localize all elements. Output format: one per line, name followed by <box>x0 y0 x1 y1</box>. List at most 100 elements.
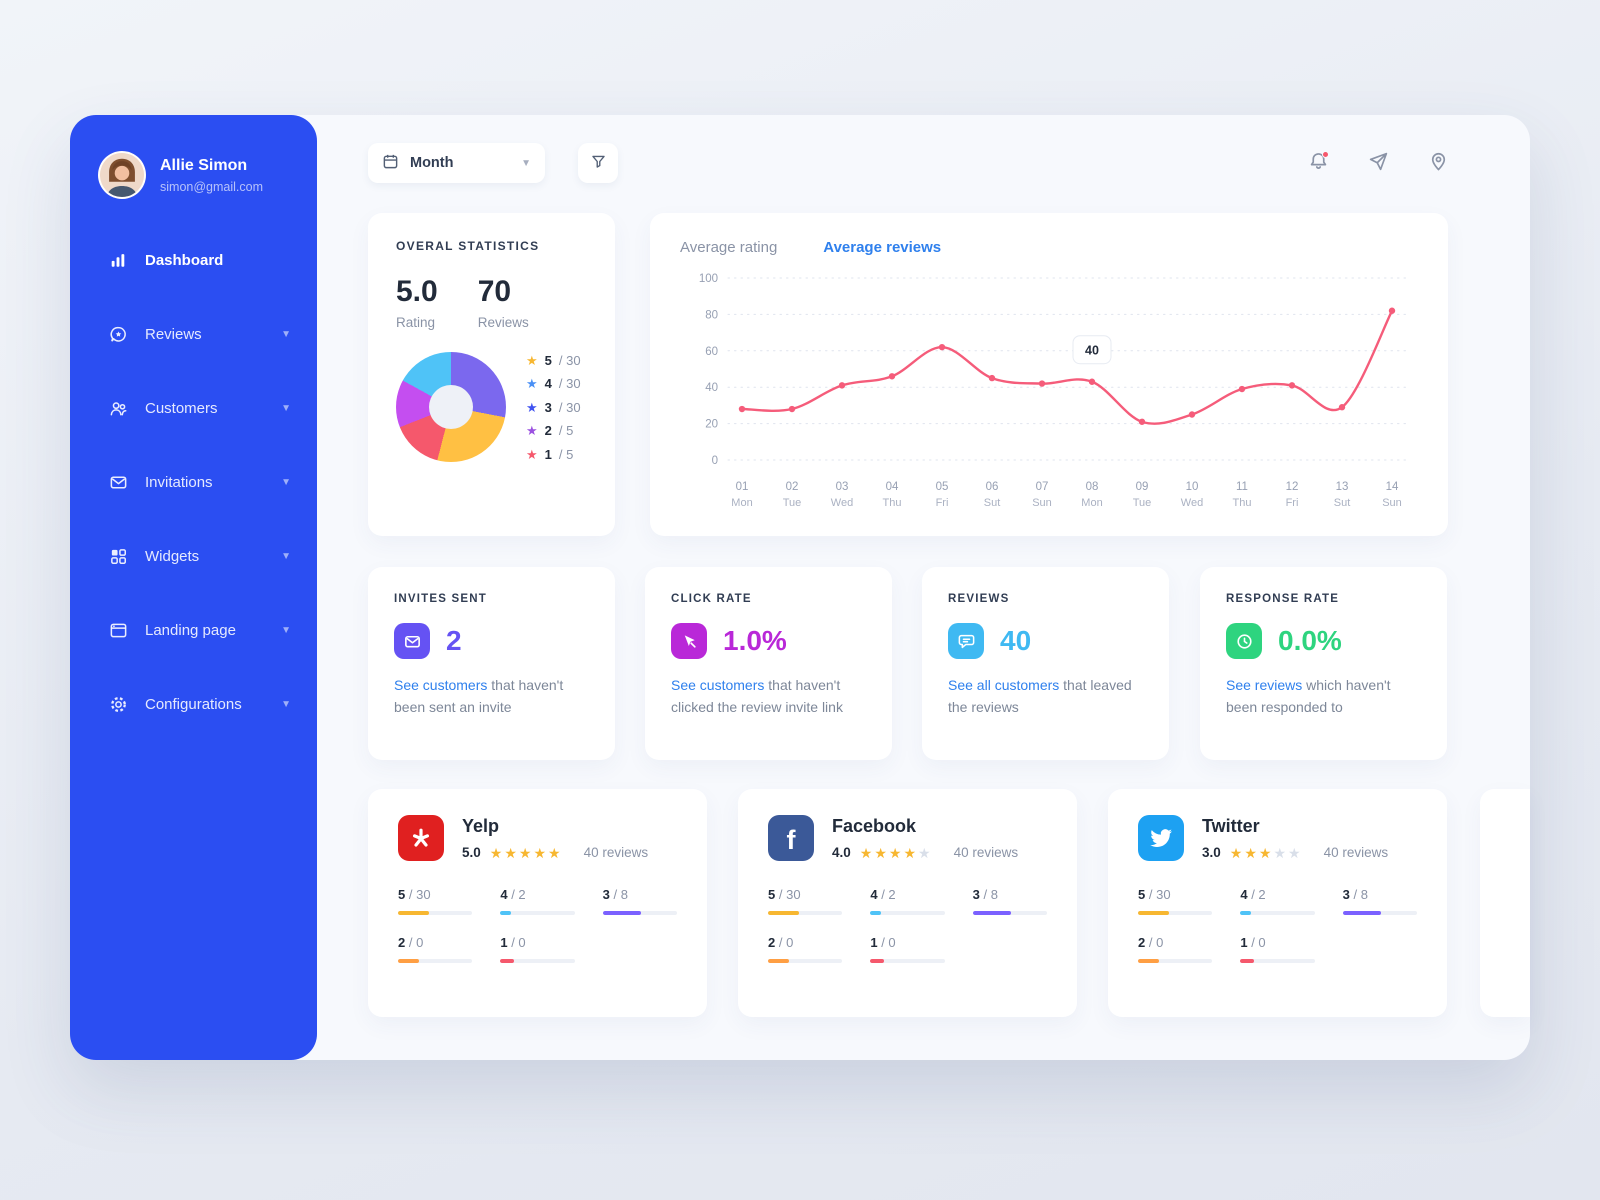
rating-bar: 5 / 30 <box>1138 887 1213 915</box>
rating-bar: 4 / 2 <box>1240 887 1315 915</box>
svg-text:Tue: Tue <box>783 497 802 509</box>
user-name: Allie Simon <box>160 156 248 174</box>
sidebar-item-landing-page[interactable]: Landing page ▼ <box>70 605 317 655</box>
rating-bar: 5 / 30 <box>398 887 473 915</box>
partial-platform-card <box>1480 789 1530 1017</box>
platform-rating: 5.0 <box>462 845 481 860</box>
svg-text:05: 05 <box>936 481 949 493</box>
user-email: simon@gmail.com <box>160 179 263 194</box>
twitter-card: Twitter 3.0 ★★★★★ 40 reviews 5 / 30 4 / … <box>1108 789 1447 1017</box>
invites-sent-card: INVITES SENT 2 See customers that haven'… <box>368 567 615 760</box>
card-description: See reviews which haven't been responded… <box>1226 677 1391 715</box>
yelp-card: Yelp 5.0 ★★★★★ 40 reviews 5 / 30 4 / 2 3… <box>368 789 707 1017</box>
bell-icon <box>1308 151 1329 175</box>
platform-rating: 3.0 <box>1202 845 1221 860</box>
svg-text:13: 13 <box>1336 481 1349 493</box>
notifications-button[interactable] <box>1306 151 1330 175</box>
rating-value: 5.0 <box>396 275 438 308</box>
card-description: See customers that haven't been sent an … <box>394 677 564 715</box>
send-button[interactable] <box>1366 151 1390 175</box>
legend-row: ★ 4/ 30 <box>526 376 581 391</box>
svg-text:20: 20 <box>705 419 718 431</box>
rating-legend: ★ 5/ 30 ★ 4/ 30 ★ 3/ 30 ★ 2/ 5 ★ 1/ 5 <box>526 353 581 462</box>
rating-stat: 5.0 Rating <box>396 275 438 330</box>
card-title: CLICK RATE <box>671 593 752 605</box>
tab-average-reviews[interactable]: Average reviews <box>823 239 942 256</box>
sidebar-item-invitations[interactable]: Invitations ▼ <box>70 457 317 507</box>
rating-bar: 2 / 0 <box>1138 935 1213 963</box>
svg-text:Sut: Sut <box>984 497 1001 509</box>
envelope-icon <box>394 623 430 659</box>
reviews-count-value: 40 <box>1000 625 1032 656</box>
rating-bar: 3 / 8 <box>602 887 677 915</box>
svg-text:03: 03 <box>836 481 849 493</box>
star-icon: ★ <box>526 423 538 438</box>
svg-text:0: 0 <box>712 455 718 467</box>
svg-text:14: 14 <box>1386 481 1399 493</box>
rating-label: Rating <box>396 315 436 330</box>
see-all-customers-link[interactable]: See all customers <box>948 677 1060 693</box>
response-rate-card: RESPONSE RATE 0.0% See reviews which hav… <box>1200 567 1447 760</box>
sidebar-item-customers[interactable]: Customers ▼ <box>70 383 317 433</box>
reviews-count-card: REVIEWS 40 See all customers that leaved… <box>922 567 1169 760</box>
filter-button[interactable] <box>578 143 618 183</box>
location-button[interactable] <box>1426 151 1450 175</box>
platform-name: Yelp <box>462 816 500 836</box>
yelp-icon <box>398 815 444 861</box>
star-icon: ★ <box>526 446 538 462</box>
sidebar-item-reviews[interactable]: Reviews ▼ <box>70 309 317 359</box>
user-profile: Allie Simon simon@gmail.com <box>70 115 317 225</box>
star-icon: ★ <box>526 376 538 391</box>
platform-review-count: 40 reviews <box>1323 845 1389 860</box>
svg-text:01: 01 <box>736 481 749 493</box>
see-customers-link[interactable]: See customers <box>394 677 488 693</box>
see-customers-link[interactable]: See customers <box>671 677 765 693</box>
see-reviews-link[interactable]: See reviews <box>1226 677 1303 693</box>
svg-text:06: 06 <box>986 481 999 493</box>
svg-text:100: 100 <box>699 273 718 285</box>
period-dropdown[interactable]: Month ▼ <box>368 143 545 183</box>
svg-text:07: 07 <box>1036 481 1049 493</box>
star-icon: ★ <box>526 399 538 415</box>
reviews-stat: 70 Reviews <box>478 275 529 330</box>
sidebar-item-widgets[interactable]: Widgets ▼ <box>70 531 317 581</box>
svg-text:Wed: Wed <box>1181 497 1203 509</box>
sidebar-item-label: Dashboard <box>145 251 224 269</box>
sidebar: Allie Simon simon@gmail.com Dashboard Re… <box>70 115 317 1060</box>
customers-icon <box>108 398 128 418</box>
paper-plane-icon <box>1368 151 1389 175</box>
notification-dot <box>1322 151 1329 158</box>
topbar: Month ▼ <box>368 143 1450 183</box>
svg-text:80: 80 <box>705 309 718 321</box>
click-rate-card: CLICK RATE 1.0% See customers that haven… <box>645 567 892 760</box>
reviews-line-chart: 0 20 40 60 80 100 01 Mon 02 Tue 03 Wed 04 Thu 05 Fri 06 S… <box>699 273 1407 509</box>
chevron-down-icon: ▼ <box>521 157 531 169</box>
overall-statistics-card: OVERAL STATISTICS 5.0 Rating 70 Reviews … <box>368 213 615 536</box>
rating-bar: 3 / 8 <box>1342 887 1417 915</box>
rating-bar: 1 / 0 <box>500 935 575 963</box>
svg-text:Sut: Sut <box>1334 497 1351 509</box>
svg-text:Thu: Thu <box>1233 497 1252 509</box>
rating-bar: 3 / 8 <box>972 887 1047 915</box>
topbar-actions <box>1306 151 1450 175</box>
sidebar-item-dashboard[interactable]: Dashboard <box>70 235 317 285</box>
svg-text:Wed: Wed <box>831 497 853 509</box>
avatar <box>98 151 146 199</box>
tab-average-rating[interactable]: Average rating <box>680 239 778 256</box>
sidebar-item-label: Widgets <box>145 547 200 565</box>
chevron-down-icon: ▼ <box>281 698 291 710</box>
facebook-icon: f <box>768 815 814 861</box>
svg-text:09: 09 <box>1136 481 1149 493</box>
sidebar-item-label: Landing page <box>145 621 236 639</box>
sidebar-item-configurations[interactable]: Configurations ▼ <box>70 679 317 729</box>
svg-text:10: 10 <box>1186 481 1199 493</box>
rating-breakdown: 5 / 30 4 / 2 3 / 8 2 / 0 1 / 0 <box>398 887 677 963</box>
svg-text:Sun: Sun <box>1032 497 1052 509</box>
sidebar-nav: Dashboard Reviews ▼ Customers ▼ <box>70 235 317 729</box>
click-rate-value: 1.0% <box>723 625 787 656</box>
svg-text:Fri: Fri <box>936 497 949 509</box>
period-value: Month <box>410 155 454 171</box>
star-icon: ★ <box>526 352 538 368</box>
cursor-icon <box>671 623 707 659</box>
legend-row: ★ 3/ 30 <box>526 399 581 415</box>
